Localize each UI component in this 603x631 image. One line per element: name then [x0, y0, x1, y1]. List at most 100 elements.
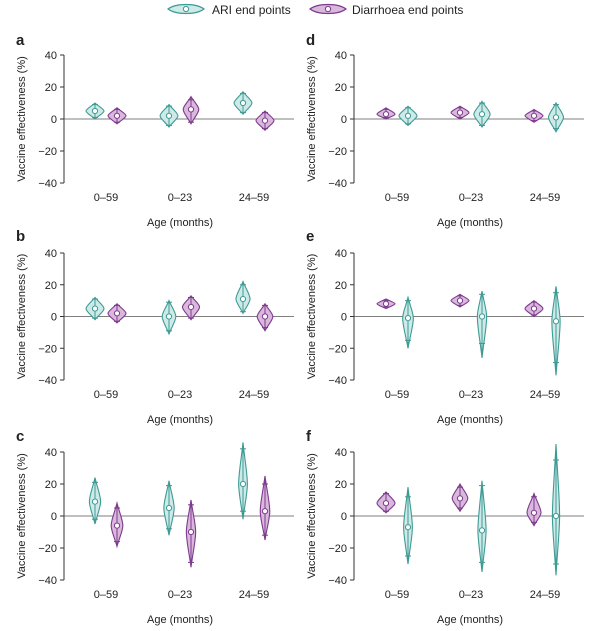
legend: ARI end points Diarrhoea end points: [166, 3, 463, 17]
panel-label-a: a: [16, 32, 25, 49]
x-category-label: 0–59: [94, 389, 118, 401]
x-category-label: 0–59: [94, 589, 118, 601]
y-axis-label: Vaccine effectiveness (%): [306, 254, 318, 380]
y-axis-label: Vaccine effectiveness (%): [16, 56, 28, 182]
y-tick-label: 0: [51, 511, 57, 523]
panel-e: e 40 20 0 −20 −40 Vaccine effectiveness (%) 0–5…: [306, 228, 584, 426]
violin-diar-2: [526, 491, 542, 527]
violin-diar-0: [376, 491, 396, 514]
y-tick-label: 20: [335, 82, 347, 94]
panels: a 40 20 0 −20 −40 Vaccine effectiveness (%) 0–5…: [16, 32, 584, 626]
x-category-label: 24–59: [239, 389, 270, 401]
x-category-label: 24–59: [239, 589, 270, 601]
violin-ari-2: [233, 90, 253, 116]
violin-ari-1: [477, 480, 487, 573]
violin-ari-1: [163, 480, 175, 536]
median-point: [456, 495, 464, 502]
y-tick-label: 0: [51, 312, 57, 324]
y-tick-label: 40: [335, 248, 347, 260]
violin-diar-0: [376, 298, 396, 310]
y-tick-label: −40: [38, 375, 57, 387]
x-category-label: 0–23: [459, 589, 483, 601]
x-category-label: 24–59: [530, 589, 561, 601]
median-point: [552, 114, 560, 121]
violin-ari-1: [159, 103, 179, 128]
median-point: [91, 305, 99, 312]
x-category-label: 0–59: [385, 192, 409, 204]
y-tick-label: 40: [45, 447, 57, 459]
violin-diar-1: [182, 95, 200, 125]
median-point: [552, 318, 560, 325]
violin-ari-2: [547, 101, 565, 133]
violin-ari-0: [85, 296, 105, 321]
panel-label-f: f: [306, 428, 312, 445]
median-point: [404, 314, 412, 322]
median-point: [239, 99, 247, 107]
violin-diar-0: [107, 107, 127, 125]
panel-b: b 40 20 0 −20 −40 Vaccine effectiveness (%) 0–5…: [16, 228, 294, 426]
y-tick-label: 20: [335, 479, 347, 491]
violin-ari-0: [85, 102, 105, 120]
y-tick-label: −40: [38, 575, 57, 587]
y-axis-label: Vaccine effectiveness (%): [16, 453, 28, 579]
x-axis-label: Age (months): [147, 614, 213, 626]
y-tick-label: −40: [328, 375, 347, 387]
median-point: [382, 300, 390, 307]
median-point: [187, 106, 195, 113]
x-category-label: 0–23: [168, 389, 192, 401]
median-point: [187, 528, 195, 536]
y-tick-label: −20: [38, 146, 57, 158]
violin-diar-1: [185, 499, 197, 568]
violin-diar-2: [524, 108, 544, 123]
violin-diar-1: [450, 105, 470, 120]
panel-a: a 40 20 0 −20 −40 Vaccine effectiveness (%) 0–5…: [16, 32, 294, 229]
median-point: [187, 303, 195, 311]
violin-diar-2: [256, 302, 274, 332]
violin-ari-0: [402, 295, 414, 349]
y-tick-label: 0: [51, 114, 57, 126]
y-axis-label: Vaccine effectiveness (%): [306, 56, 318, 182]
panel-label-e: e: [306, 228, 314, 245]
x-axis-label: Age (months): [147, 217, 213, 229]
violin-diar-2: [524, 299, 544, 318]
y-tick-label: 20: [45, 82, 57, 94]
median-point: [478, 111, 486, 118]
y-axis-label: Vaccine effectiveness (%): [306, 453, 318, 579]
violin-ari-0: [403, 487, 413, 565]
x-category-label: 0–59: [94, 192, 118, 204]
violin-ari-1: [473, 100, 491, 129]
y-tick-label: 0: [341, 114, 347, 126]
panel-d: d 40 20 0 −20 −40 Vaccine effectiveness (%) 0–5…: [306, 32, 584, 229]
x-category-label: 0–59: [385, 589, 409, 601]
median-point: [530, 509, 538, 516]
median-point: [382, 111, 390, 118]
legend-item-ari: ARI end points: [166, 3, 291, 17]
median-point: [239, 295, 247, 303]
violin-diar-0: [110, 501, 124, 549]
x-axis-label: Age (months): [437, 414, 503, 426]
median-point: [404, 112, 412, 119]
y-tick-label: −20: [38, 343, 57, 355]
x-category-label: 0–23: [459, 389, 483, 401]
panel-label-c: c: [16, 428, 24, 445]
y-tick-label: 0: [341, 312, 347, 324]
violin-diar-0: [107, 302, 127, 324]
x-axis-label: Age (months): [147, 414, 213, 426]
legend-diarrhoea-label: Diarrhoea end points: [352, 3, 463, 17]
median-point: [478, 313, 486, 320]
violin-ari-1: [476, 291, 488, 358]
x-category-label: 0–59: [385, 389, 409, 401]
y-tick-label: 40: [335, 50, 347, 62]
y-tick-label: −40: [328, 178, 347, 190]
violin-ari-2: [551, 443, 561, 576]
panel-c: c 40 20 0 −20 −40 Vaccine effectiveness (%) 0–5…: [16, 428, 294, 626]
median-point: [165, 504, 173, 512]
violin-diar-2: [255, 110, 275, 132]
x-category-label: 24–59: [530, 389, 561, 401]
median-point: [404, 524, 412, 531]
panel-label-d: d: [306, 32, 315, 49]
violin-diar-2: [259, 475, 271, 541]
y-tick-label: 40: [45, 248, 57, 260]
violin-diar-0: [376, 107, 396, 120]
